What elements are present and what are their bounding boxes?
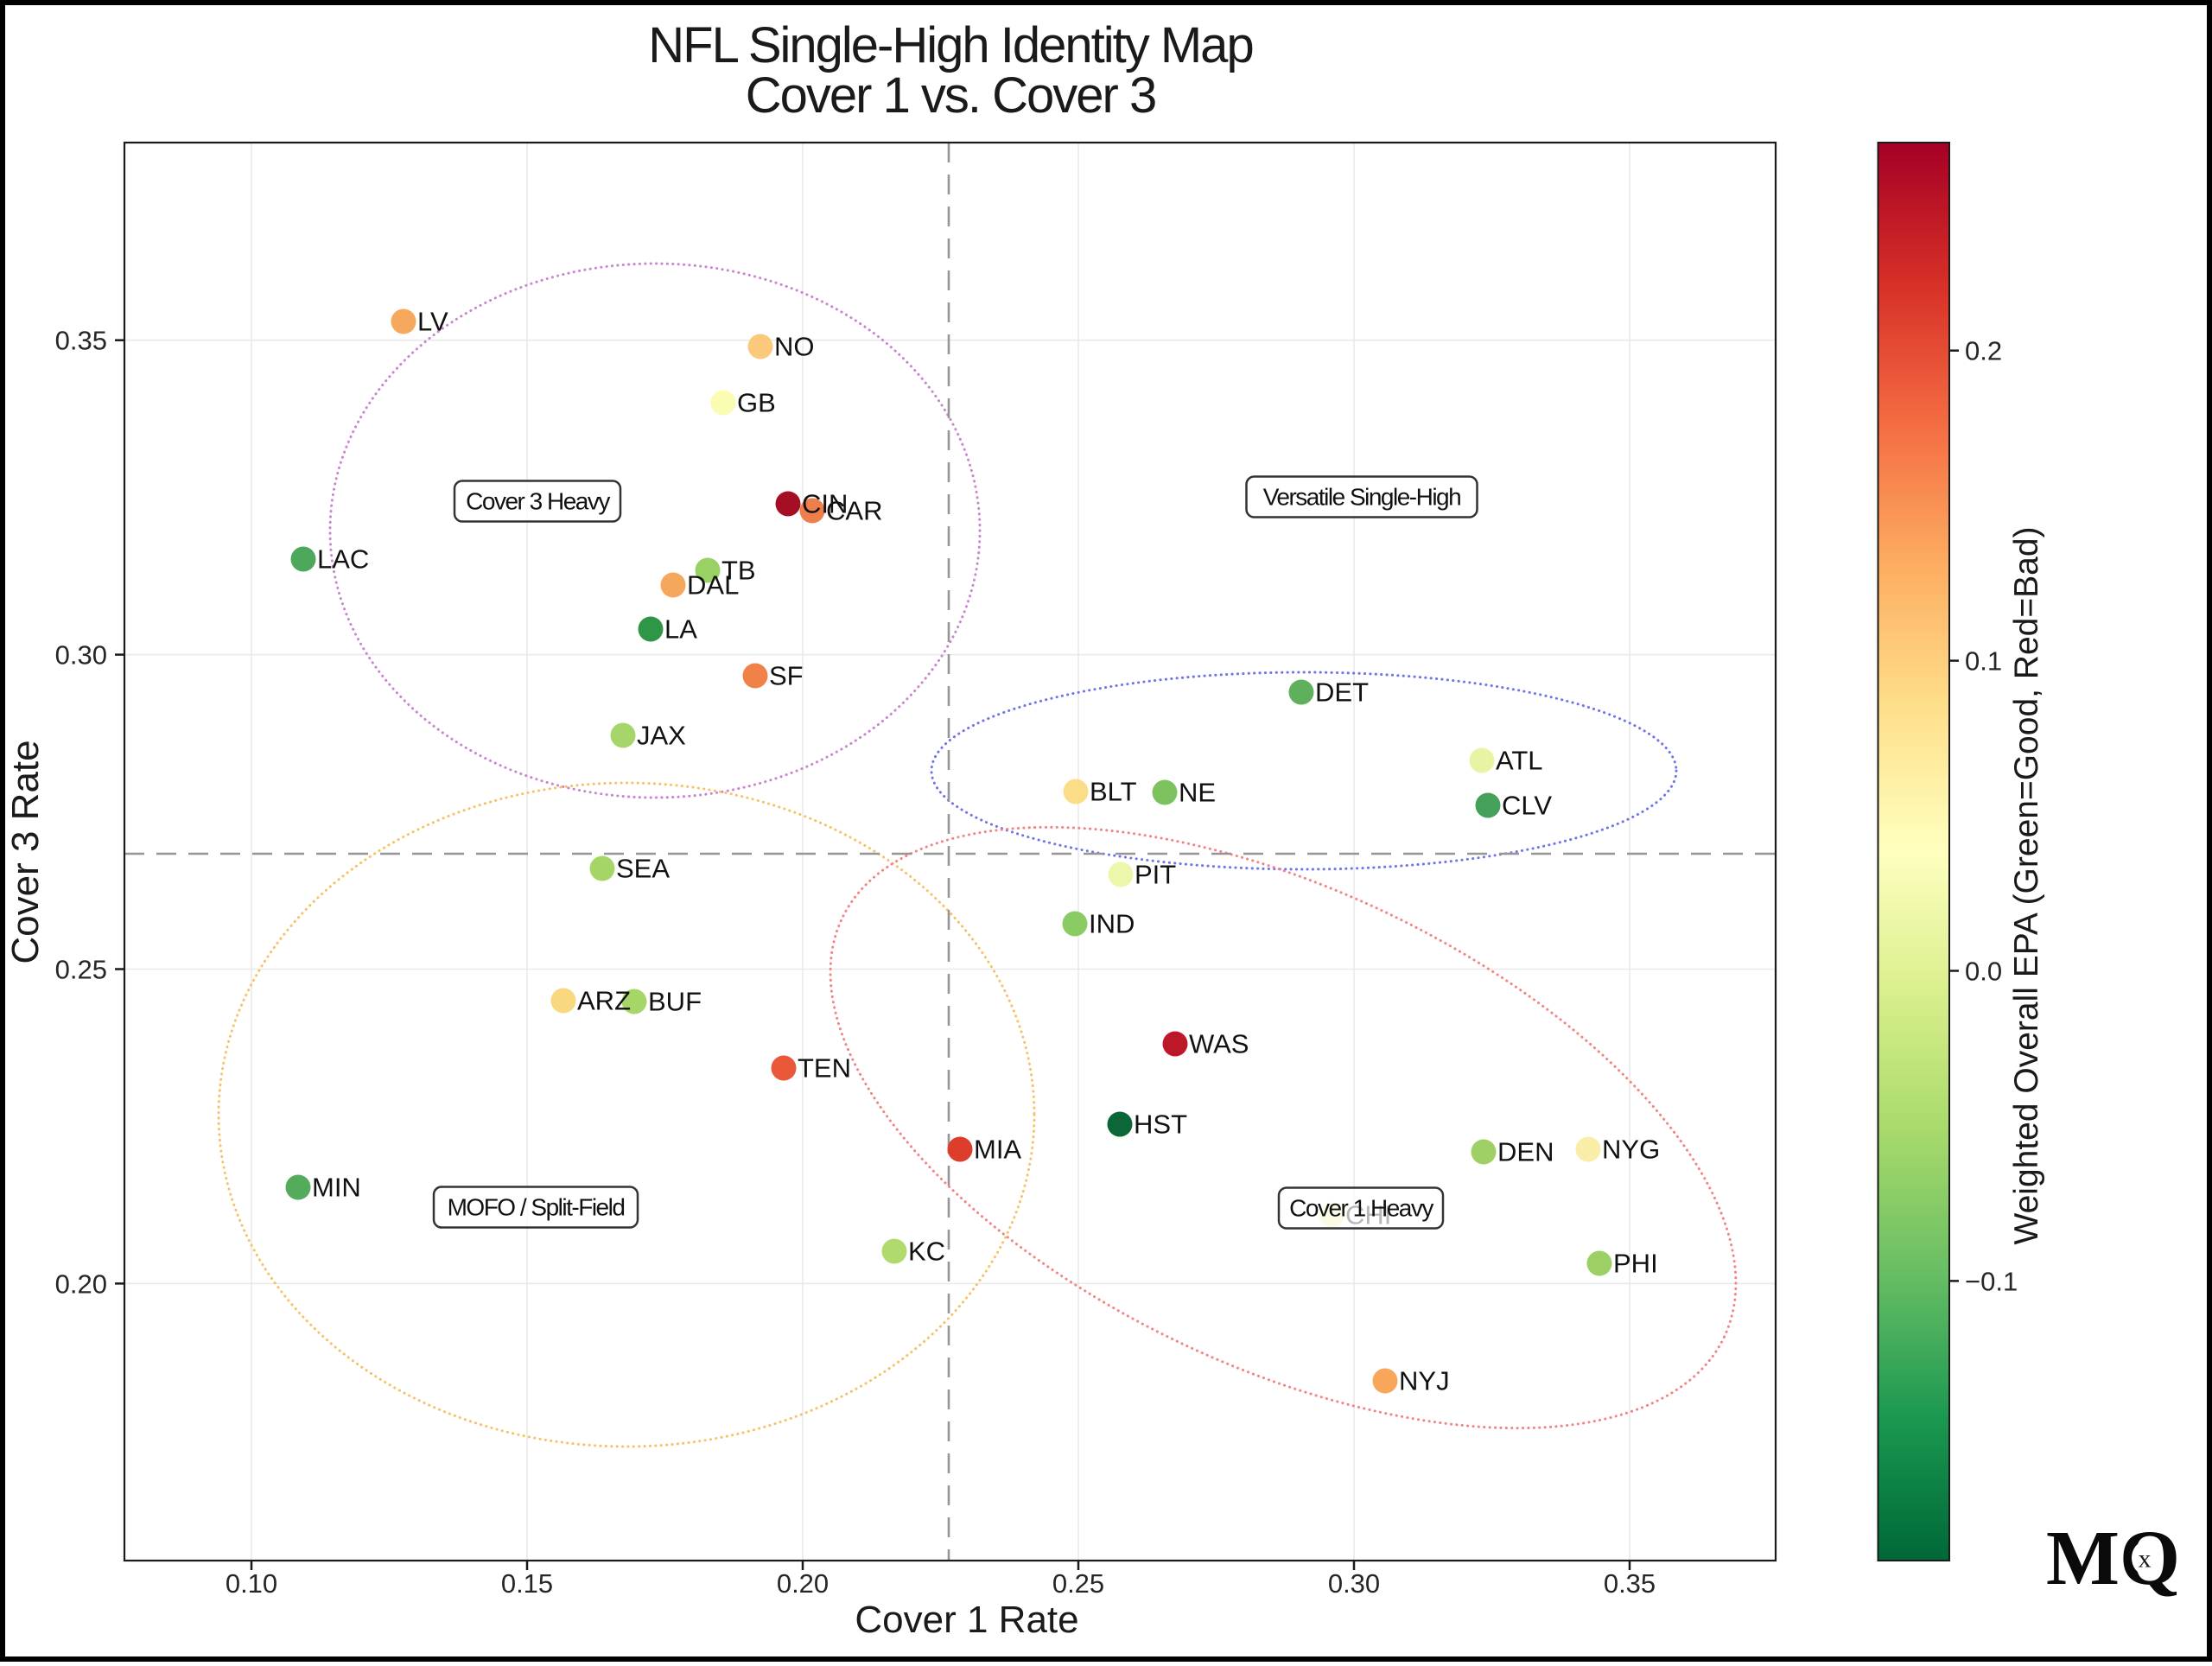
svg-text:DAL: DAL xyxy=(687,570,739,601)
svg-text:Versatile Single-High: Versatile Single-High xyxy=(1263,484,1460,511)
svg-text:WAS: WAS xyxy=(1189,1029,1249,1059)
svg-text:HST: HST xyxy=(1134,1110,1187,1140)
svg-text:TB: TB xyxy=(721,556,756,586)
svg-text:0.0: 0.0 xyxy=(1965,957,2002,987)
svg-text:0.1: 0.1 xyxy=(1965,646,2002,677)
svg-text:NE: NE xyxy=(1179,778,1216,808)
svg-text:PIT: PIT xyxy=(1135,860,1176,890)
svg-text:SEA: SEA xyxy=(616,854,670,884)
svg-text:LV: LV xyxy=(417,307,448,337)
svg-text:MIA: MIA xyxy=(974,1135,1021,1165)
svg-text:MOFO / Split-Field: MOFO / Split-Field xyxy=(448,1194,625,1221)
svg-text:DEN: DEN xyxy=(1497,1137,1554,1167)
svg-text:0.15: 0.15 xyxy=(501,1568,553,1599)
svg-text:ARZ: ARZ xyxy=(577,986,631,1016)
svg-text:LAC: LAC xyxy=(317,544,369,575)
svg-text:NYJ: NYJ xyxy=(1399,1366,1450,1396)
svg-text:PHI: PHI xyxy=(1613,1249,1658,1279)
svg-text:BUF: BUF xyxy=(648,987,702,1017)
svg-text:Weighted Overall EPA (Green=Go: Weighted Overall EPA (Green=Good, Red=Ba… xyxy=(2008,526,2045,1244)
svg-text:TEN: TEN xyxy=(798,1053,851,1084)
svg-text:BLT: BLT xyxy=(1090,777,1137,807)
svg-text:Cover 1 Rate: Cover 1 Rate xyxy=(855,1599,1078,1641)
svg-text:DET: DET xyxy=(1315,677,1369,708)
svg-text:CIN: CIN xyxy=(802,489,848,519)
svg-text:SF: SF xyxy=(769,661,804,691)
svg-text:Cover 1 Heavy: Cover 1 Heavy xyxy=(1289,1195,1433,1222)
svg-text:MQ: MQ xyxy=(2046,1516,2180,1601)
svg-text:IND: IND xyxy=(1089,909,1135,939)
svg-text:GB: GB xyxy=(737,388,776,418)
svg-text:0.35: 0.35 xyxy=(1604,1568,1656,1599)
svg-text:0.20: 0.20 xyxy=(777,1568,829,1599)
svg-text:0.30: 0.30 xyxy=(1328,1568,1380,1599)
svg-text:CLV: CLV xyxy=(1502,791,1552,821)
svg-text:0.30: 0.30 xyxy=(55,640,107,671)
svg-text:0.10: 0.10 xyxy=(226,1568,277,1599)
svg-text:CAR: CAR xyxy=(826,496,882,526)
svg-text:ATL: ATL xyxy=(1496,746,1543,776)
svg-text:Cover 1 vs. Cover 3: Cover 1 vs. Cover 3 xyxy=(746,67,1156,124)
svg-text:NYG: NYG xyxy=(1602,1135,1660,1165)
svg-text:Cover 3 Heavy: Cover 3 Heavy xyxy=(466,488,610,515)
svg-text:x: x xyxy=(2139,1545,2152,1574)
svg-text:0.25: 0.25 xyxy=(55,955,107,985)
svg-text:0.2: 0.2 xyxy=(1965,336,2002,366)
svg-text:KC: KC xyxy=(908,1237,945,1267)
svg-text:LA: LA xyxy=(664,614,697,645)
svg-text:0.20: 0.20 xyxy=(55,1269,107,1299)
svg-text:0.25: 0.25 xyxy=(1052,1568,1104,1599)
svg-text:−0.1: −0.1 xyxy=(1965,1266,2018,1296)
svg-text:MIN: MIN xyxy=(312,1173,361,1203)
svg-text:0.35: 0.35 xyxy=(55,326,107,356)
svg-text:NO: NO xyxy=(774,332,815,362)
svg-text:JAX: JAX xyxy=(637,721,686,751)
svg-text:Cover 3 Rate: Cover 3 Rate xyxy=(4,740,47,963)
svg-text:NFL Single-High Identity Map: NFL Single-High Identity Map xyxy=(648,17,1252,73)
